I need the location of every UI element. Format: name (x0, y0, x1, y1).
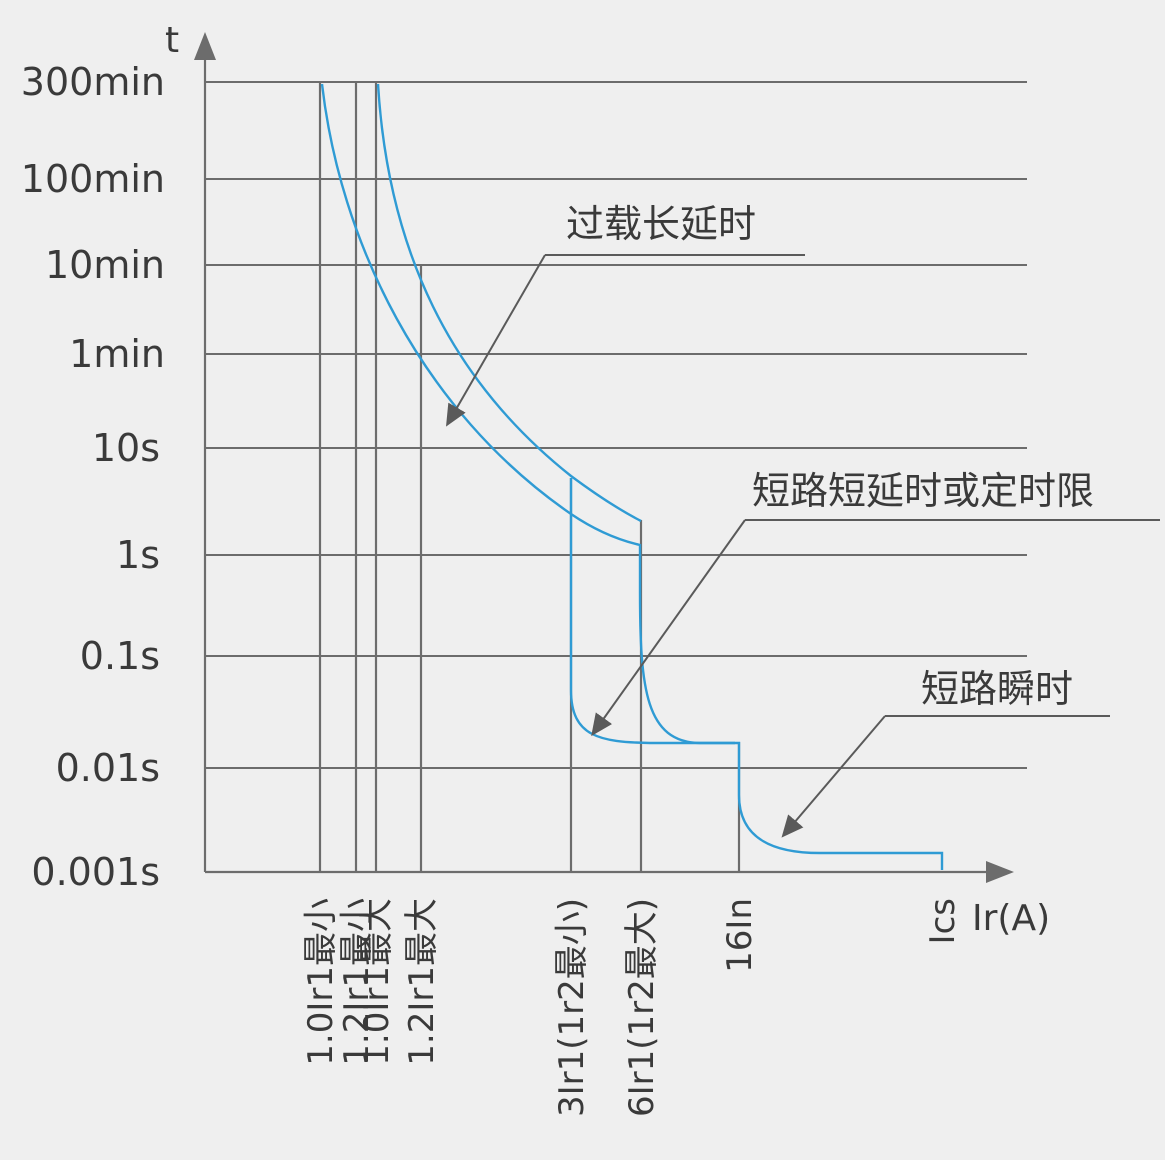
grid-lines (205, 82, 1027, 768)
x-tick-label: 1.2Ir1最大 (402, 898, 442, 1066)
y-tick-label: 300min (21, 60, 165, 104)
annotation-instantaneous: 短路瞬时 (921, 667, 1073, 711)
x-axis-label: Ir(A) (972, 898, 1050, 939)
x-tick-label: 1.0Ir1最小 (301, 898, 341, 1066)
x-tick-label: 1.0Ir1最大 (357, 898, 397, 1066)
y-tick-label: 0.1s (80, 634, 160, 678)
y-tick-label: 0.001s (31, 850, 160, 894)
y-tick-label: 100min (21, 157, 165, 201)
annotation-pointer-2 (597, 520, 745, 728)
y-tick-label: 0.01s (56, 746, 160, 790)
x-tick-label: 3Ir1(1r2最小) (552, 898, 592, 1117)
y-axis-label: t (165, 20, 179, 61)
x-tick-label: 16In (720, 898, 760, 973)
annotation-short-delay: 短路短延时或定时限 (752, 469, 1094, 513)
y-axis-arrow-icon (194, 32, 216, 60)
x-tick-label: 6Ir1(1r2最大) (622, 898, 662, 1117)
x-tick-label: Ics (923, 898, 963, 944)
annotation-pointer-3 (788, 716, 885, 830)
annotation-pointer-1 (451, 255, 545, 418)
y-tick-label: 10s (92, 426, 160, 470)
annotation-overload-long-delay: 过载长延时 (566, 202, 756, 246)
y-tick-labels: 300min 100min 10min 1min 10s 1s 0.1s 0.01s 0.001… (21, 60, 165, 894)
series-line-max-setting (378, 84, 735, 743)
y-tick-label: 10min (45, 243, 165, 287)
x-axis-arrow-icon (986, 861, 1014, 883)
y-tick-label: 1s (116, 533, 160, 577)
y-tick-label: 1min (69, 332, 165, 376)
x-reference-lines (320, 82, 739, 872)
